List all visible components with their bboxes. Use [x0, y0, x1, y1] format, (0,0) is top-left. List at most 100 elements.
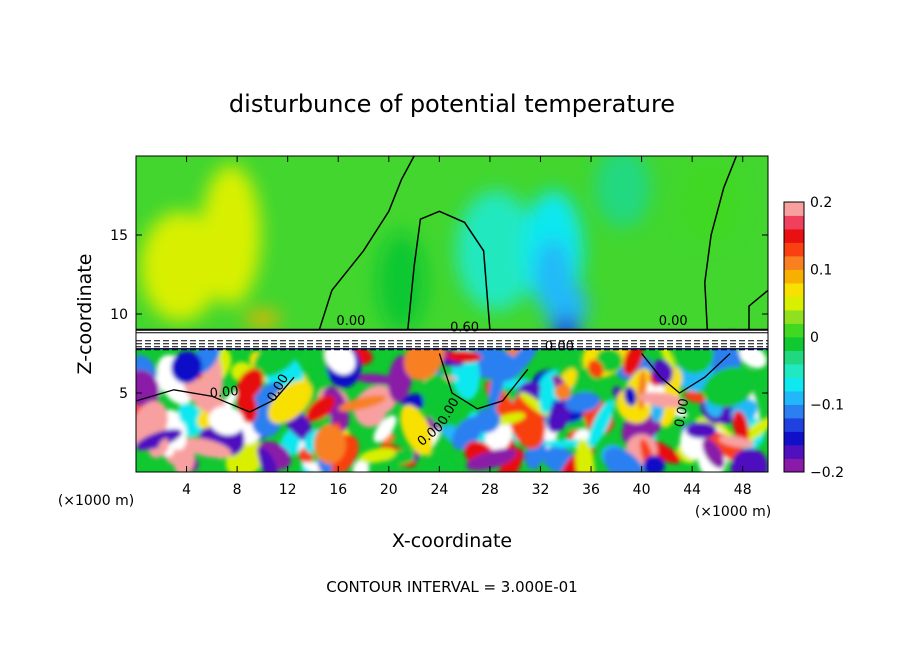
turbulent-patch	[740, 416, 768, 444]
x-tick-label: 20	[380, 482, 398, 498]
turbulent-patch	[428, 451, 456, 472]
upper-field	[140, 156, 742, 347]
chart-title: disturbunce of potential temperature	[229, 90, 675, 118]
x-tick-label: 44	[683, 482, 701, 498]
x-unit-left: (×1000 m)	[58, 493, 134, 509]
contour-line	[136, 376, 295, 413]
turbulent-patch	[422, 373, 459, 427]
turbulent-patch	[359, 448, 396, 463]
turbulent-patch	[703, 366, 757, 408]
turbulent-patch	[623, 342, 643, 376]
colorbar-swatch	[784, 283, 804, 297]
turbulent-patch	[702, 438, 725, 469]
colorbar-swatch	[784, 377, 804, 392]
turbulent-patch	[352, 459, 370, 472]
turbulent-patch	[178, 406, 198, 425]
colorbar-tick-label: 0	[810, 330, 819, 346]
turbulent-patch	[643, 455, 665, 472]
y-tick-label: 10	[110, 307, 128, 323]
turbulent-patch	[313, 424, 347, 465]
contour-line	[704, 156, 738, 330]
x-tick-label: 48	[734, 482, 752, 498]
x-tick-label: 16	[329, 482, 347, 498]
colorbar-swatch	[784, 404, 804, 419]
turbulent-patch	[587, 399, 615, 449]
x-axis-label: X-coordinate	[392, 530, 512, 552]
contour-line	[641, 353, 731, 394]
colorbar-swatch	[784, 323, 804, 338]
y-tick-label: 15	[110, 228, 128, 244]
turbulent-patch	[685, 422, 717, 439]
turbulent-patch	[718, 435, 754, 448]
colorbar-swatch	[784, 350, 804, 365]
turbulent-patch	[651, 359, 673, 385]
contour-line	[748, 289, 768, 330]
colorbar-swatch	[784, 215, 804, 230]
turbulent-patch	[474, 407, 501, 434]
turbulent-patch	[738, 345, 767, 369]
lower-field	[136, 330, 768, 472]
turbulent-patch	[603, 447, 646, 472]
x-tick-label: 40	[633, 482, 651, 498]
upper-anomaly	[456, 190, 537, 311]
turbulent-patch	[305, 395, 336, 422]
colorbar-tick-label: −0.1	[810, 398, 844, 414]
upper-anomaly	[140, 211, 221, 322]
x-tick-label: 24	[430, 482, 448, 498]
turbulent-patch	[596, 348, 623, 373]
x-tick-label: 8	[233, 482, 242, 498]
contour-label: 0.00	[336, 314, 365, 329]
turbulent-patch	[555, 352, 579, 385]
turbulent-patch	[502, 339, 539, 382]
colorbar-swatch	[784, 458, 804, 473]
y-axis-label: Z-coordinate	[74, 254, 96, 375]
colorbar-swatch	[784, 391, 804, 405]
turbulent-patch	[672, 367, 683, 387]
turbulent-patch	[208, 405, 245, 436]
colorbar-swatch	[784, 418, 804, 432]
colorbar-tick-label: −0.2	[810, 465, 844, 481]
contour-line	[407, 210, 491, 330]
turbulent-patch	[539, 375, 555, 415]
turbulent-patch	[575, 439, 595, 472]
colorbar-swatch	[784, 296, 804, 311]
turbulent-patch	[683, 391, 706, 403]
turbulent-patch	[258, 448, 279, 472]
colorbar-swatch	[784, 242, 804, 257]
contour-label: 0.00	[209, 384, 239, 401]
colorbar-tick-label: 0.2	[810, 195, 832, 211]
turbulent-patch	[136, 429, 182, 451]
contour-lines	[136, 156, 768, 413]
transition-band	[136, 328, 768, 351]
x-tick-label: 4	[182, 482, 191, 498]
x-axis: 4 8 12 16 20 24 28 32 36 40 44 48	[182, 156, 752, 498]
turbulent-patch	[639, 392, 686, 408]
contour-label: 0.60	[450, 320, 479, 335]
turbulent-patch	[180, 437, 232, 458]
colorbar-swatch	[784, 202, 804, 216]
contour-label: 0.00	[672, 397, 692, 428]
turbulent-patch	[554, 383, 572, 401]
colorbar-frame	[783, 201, 805, 473]
upper-anomaly	[594, 156, 651, 228]
y-tick-label: 5	[119, 386, 128, 402]
y-axis: 5 10 15	[110, 228, 768, 402]
colorbar-swatch	[784, 310, 804, 324]
contour-label: 0.00	[545, 339, 574, 354]
turbulent-patch	[730, 448, 768, 472]
x-unit-right: (×1000 m)	[695, 504, 771, 520]
contour-interval-note: CONTOUR INTERVAL = 3.000E-01	[326, 578, 577, 596]
x-tick-label: 32	[532, 482, 550, 498]
turbulent-patch	[184, 377, 227, 416]
turbulent-patch	[236, 368, 264, 400]
x-tick-label: 28	[481, 482, 499, 498]
turbulent-patch	[373, 415, 397, 443]
upper-anomaly	[681, 163, 742, 244]
lower-patches	[136, 330, 768, 472]
colorbar: 0.2 0.1 0 −0.1 −0.2	[783, 195, 844, 481]
colorbar-swatch	[784, 431, 804, 446]
turbulent-patch	[338, 395, 387, 412]
colorbar-tick-label: 0.1	[810, 263, 832, 279]
turbulent-patch	[588, 359, 604, 378]
contour-label: 0.00	[659, 314, 688, 329]
